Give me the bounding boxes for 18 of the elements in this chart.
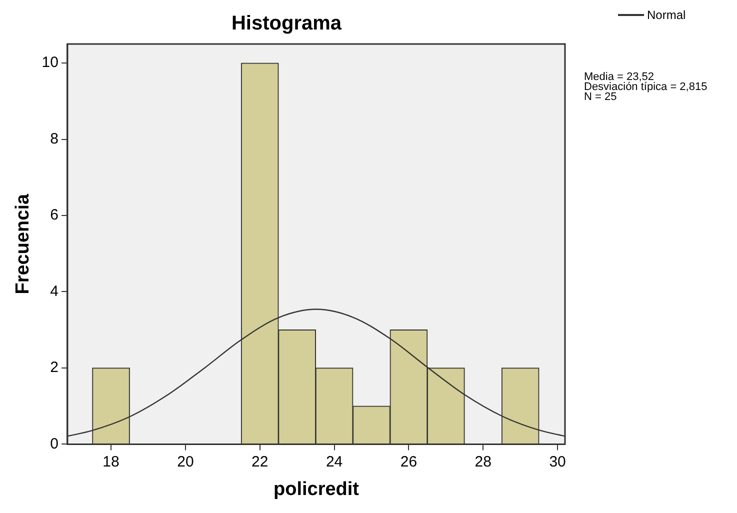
y-tick-label: 2 (50, 359, 58, 376)
x-tick-label: 24 (326, 453, 343, 470)
y-tick-label: 8 (50, 130, 58, 148)
x-tick-label: 26 (400, 453, 418, 470)
y-tick-label: 6 (50, 206, 58, 224)
x-axis-title: policredit (273, 478, 360, 500)
x-tick-label: 18 (102, 453, 120, 470)
y-axis-title: Frecuencia (12, 194, 34, 294)
text: Media = 23,52 Desviación típica = 2,815 N = 25 (584, 71, 708, 103)
y-tick-label: 4 (50, 282, 58, 300)
x-tick-label: 28 (474, 453, 492, 470)
x-tick-label: 20 (177, 453, 194, 470)
y-tick-label: 0 (50, 435, 58, 452)
chart-title: Histograma (231, 12, 342, 35)
legend-label: Normal (647, 8, 686, 22)
x-tick-label: 30 (549, 453, 566, 470)
y-tick-label: 10 (42, 54, 58, 72)
x-tick-label: 22 (252, 453, 268, 470)
